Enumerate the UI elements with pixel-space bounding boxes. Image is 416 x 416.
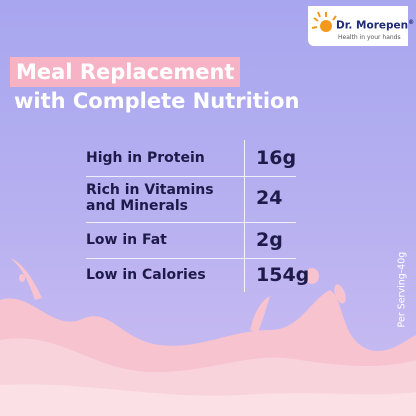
brand-name: Dr. Morepen — [336, 19, 409, 32]
divider-horizontal — [86, 176, 296, 177]
tagline: Health in your hands — [338, 34, 401, 41]
divider-horizontal — [86, 222, 296, 223]
logo: Dr. Morepen® Health in your hands — [308, 6, 414, 46]
table-row: High in Protein 16g — [86, 140, 316, 176]
headline-line: with Complete Nutrition — [14, 89, 300, 113]
divider-horizontal — [86, 258, 296, 259]
row-value: 24 — [256, 187, 283, 209]
row-label: High in Protein — [86, 150, 244, 166]
label-line: Low in Fat — [86, 232, 167, 248]
divider-vertical — [244, 140, 245, 292]
row-value: 16g — [256, 147, 297, 169]
label-line: Low in Calories — [86, 267, 206, 283]
serving-note: Per Serving-40g — [396, 251, 408, 328]
table-row: Rich in Vitamins and Minerals 24 — [86, 180, 316, 216]
label-line: and Minerals — [86, 198, 188, 214]
label-line: Rich in Vitamins — [86, 182, 214, 198]
row-value: 2g — [256, 229, 283, 251]
table-row: Low in Fat 2g — [86, 222, 316, 258]
label-line: High in Protein — [86, 150, 205, 166]
registered-mark: ® — [408, 19, 415, 26]
row-label: Low in Fat — [86, 232, 244, 248]
row-label: Low in Calories — [86, 267, 244, 283]
headline-highlight: Meal Replacement — [10, 57, 241, 87]
logo-sun — [311, 11, 337, 32]
logo-brand: Dr. Morepen® — [336, 19, 414, 32]
row-label: Rich in Vitamins and Minerals — [86, 182, 244, 214]
table-row: Low in Calories 154g — [86, 257, 316, 293]
row-value: 154g — [256, 264, 310, 286]
